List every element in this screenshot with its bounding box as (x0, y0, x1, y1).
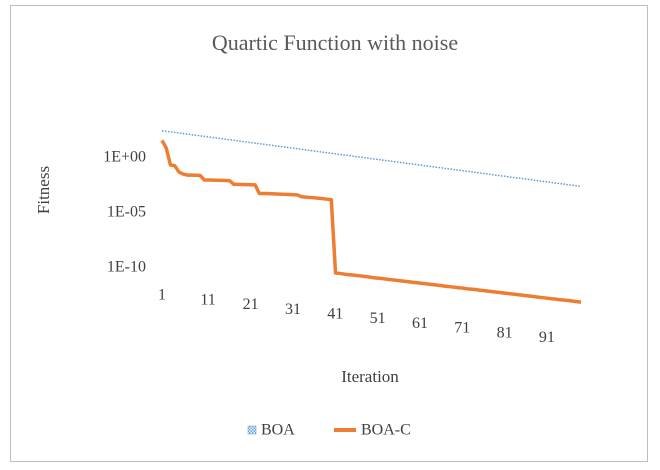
x-tick-label: 61 (412, 315, 428, 332)
x-tick-label: 51 (370, 310, 386, 327)
x-tick-label: 91 (539, 329, 555, 346)
y-tick-label: 1E-05 (107, 204, 146, 221)
legend-label: BOA (261, 422, 295, 439)
legend-label: BOA-C (361, 422, 411, 439)
legend-marker (247, 425, 257, 435)
series-line (160, 139, 582, 304)
y-axis-label: Fitness (34, 166, 53, 214)
x-tick-label: 41 (327, 305, 343, 322)
x-tick-label: 31 (285, 301, 301, 318)
x-tick-label: 21 (243, 296, 259, 313)
x-tick-label: 11 (200, 291, 215, 308)
chart-title: Quartic Function with noise (212, 30, 458, 55)
y-tick-label: 1E+00 (103, 149, 146, 166)
x-tick-label: 71 (454, 320, 470, 337)
y-tick-label: 1E-10 (107, 259, 146, 276)
x-tick-label: 81 (497, 324, 513, 341)
x-tick-label: 1 (158, 287, 166, 304)
chart-frame (10, 5, 648, 462)
series-line (161, 130, 582, 188)
x-axis-label: Iteration (341, 367, 399, 386)
